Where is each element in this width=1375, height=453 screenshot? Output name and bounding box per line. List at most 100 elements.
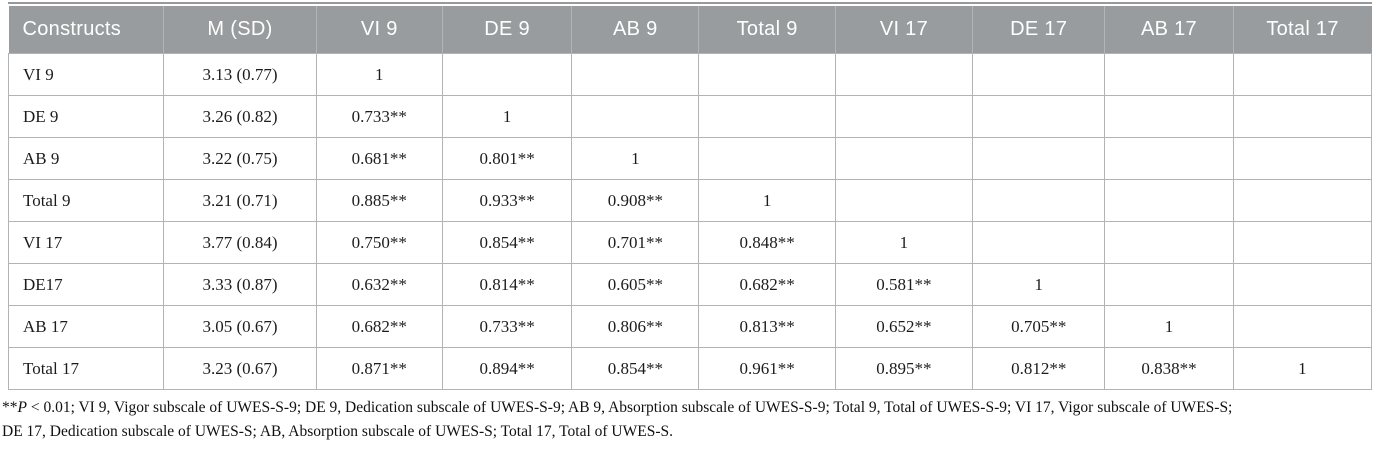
table-row: Total 9 3.21 (0.71) 0.885** 0.933** 0.908** 1 [7, 179, 1373, 222]
correlation-cell [1104, 263, 1234, 306]
correlation-cell: 0.854** [441, 221, 573, 264]
correlation-cell [698, 137, 836, 180]
correlation-cell: 0.701** [571, 221, 700, 264]
correlation-cell: 1 [834, 221, 974, 264]
footnote-line2: DE 17, Dedication subscale of UWES-S; AB… [2, 423, 674, 440]
correlation-cell [1104, 95, 1234, 138]
correlation-cell [972, 179, 1106, 222]
correlation-cell: 0.652** [834, 305, 974, 348]
mean-sd-cell: 3.21 (0.71) [163, 179, 317, 222]
column-header: M (SD) [163, 6, 317, 54]
correlation-cell: 0.885** [315, 179, 443, 222]
table-row: DE 9 3.26 (0.82) 0.733** 1 [7, 95, 1373, 138]
footnote-line1-text: < 0.01; VI 9, Vigor subscale of UWES-S-9… [26, 399, 1233, 416]
footnote-line1: **P < 0.01; VI 9, Vigor subscale of UWES… [2, 399, 1232, 416]
header-row: Constructs M (SD) VI 9 DE 9 AB 9 Total 9 VI 17… [8, 6, 1372, 54]
row-label: VI 17 [7, 221, 165, 264]
correlation-cell: 0.581** [834, 263, 974, 306]
correlation-cell: 0.682** [698, 263, 836, 306]
mean-sd-cell: 3.05 (0.67) [163, 305, 317, 348]
table-row: VI 17 3.77 (0.84) 0.750** 0.854** 0.701** 0.8… [7, 221, 1373, 264]
correlation-cell: 0.854** [571, 347, 700, 390]
row-label: Total 9 [7, 179, 165, 222]
correlation-cell: 0.812** [972, 347, 1106, 390]
mean-sd-cell: 3.77 (0.84) [163, 221, 317, 264]
row-label: DE17 [7, 263, 165, 306]
table-row: VI 9 3.13 (0.77) 1 [7, 53, 1373, 96]
table-row: AB 17 3.05 (0.67) 0.682** 0.733** 0.806** 0.8… [7, 305, 1373, 348]
correlation-table: Constructs M (SD) VI 9 DE 9 AB 9 Total 9 VI 17… [7, 6, 1373, 390]
correlation-cell: 1 [1232, 347, 1373, 390]
correlation-cell: 0.871** [315, 347, 443, 390]
column-header: DE 9 [442, 6, 573, 54]
correlation-cell [834, 137, 974, 180]
row-label: VI 9 [7, 53, 165, 96]
correlation-cell [1104, 53, 1234, 96]
correlation-cell [972, 95, 1106, 138]
correlation-cell [698, 53, 836, 96]
column-header: VI 17 [835, 6, 974, 54]
column-header: AB 17 [1104, 6, 1234, 54]
correlation-cell: 0.632** [315, 263, 443, 306]
correlation-cell [1104, 137, 1234, 180]
correlation-cell: 0.682** [315, 305, 443, 348]
column-header: AB 9 [571, 6, 700, 54]
mean-sd-cell: 3.33 (0.87) [163, 263, 317, 306]
column-header: Constructs [8, 6, 165, 54]
correlation-cell: 1 [315, 53, 443, 96]
correlation-cell [1232, 263, 1373, 306]
correlation-cell [1232, 95, 1373, 138]
table-row: AB 9 3.22 (0.75) 0.681** 0.801** 1 [7, 137, 1373, 180]
correlation-cell: 0.814** [441, 263, 573, 306]
correlation-cell: 0.705** [972, 305, 1106, 348]
correlation-cell: 0.750** [315, 221, 443, 264]
top-rule-divider [8, 2, 1372, 4]
mean-sd-cell: 3.13 (0.77) [163, 53, 317, 96]
table-row: DE17 3.33 (0.87) 0.632** 0.814** 0.605** 0.68… [7, 263, 1373, 306]
table-body: VI 9 3.13 (0.77) 1 DE 9 3.26 (0.82) 0.733** 1 A… [7, 53, 1373, 390]
row-label: Total 17 [7, 347, 165, 390]
mean-sd-cell: 3.26 (0.82) [163, 95, 317, 138]
row-label: DE 9 [7, 95, 165, 138]
correlation-cell: 0.961** [698, 347, 836, 390]
correlation-cell [1232, 53, 1373, 96]
correlation-cell: 0.848** [698, 221, 836, 264]
correlation-cell: 0.813** [698, 305, 836, 348]
correlation-cell: 0.605** [571, 263, 700, 306]
correlation-cell: 0.894** [441, 347, 573, 390]
correlation-cell: 0.733** [441, 305, 573, 348]
correlation-cell: 1 [441, 95, 573, 138]
correlation-cell [1232, 137, 1373, 180]
correlation-cell: 1 [1104, 305, 1234, 348]
column-header: Total 9 [698, 6, 836, 54]
correlation-cell [1104, 179, 1234, 222]
correlation-cell: 0.895** [834, 347, 974, 390]
correlation-cell: 0.801** [441, 137, 573, 180]
correlation-cell [441, 53, 573, 96]
table-footnote: **P < 0.01; VI 9, Vigor subscale of UWES… [2, 396, 1372, 444]
row-label: AB 9 [7, 137, 165, 180]
correlation-cell: 0.908** [571, 179, 700, 222]
correlation-cell [698, 95, 836, 138]
correlation-cell [972, 221, 1106, 264]
correlation-cell: 1 [972, 263, 1106, 306]
correlation-cell: 0.733** [315, 95, 443, 138]
correlation-cell: 1 [571, 137, 700, 180]
column-header: Total 17 [1233, 6, 1372, 54]
correlation-cell [834, 53, 974, 96]
column-header: VI 9 [316, 6, 443, 54]
correlation-cell: 1 [698, 179, 836, 222]
correlation-cell [834, 95, 974, 138]
correlation-cell [972, 137, 1106, 180]
correlation-cell: 0.806** [571, 305, 700, 348]
correlation-cell [1232, 179, 1373, 222]
correlation-cell [834, 179, 974, 222]
footnote-significance-asterisks: ** [2, 399, 18, 416]
column-header: DE 17 [972, 6, 1106, 54]
correlation-cell [571, 53, 700, 96]
correlation-cell [571, 95, 700, 138]
correlation-cell: 0.838** [1104, 347, 1234, 390]
mean-sd-cell: 3.23 (0.67) [163, 347, 317, 390]
correlation-cell [1104, 221, 1234, 264]
